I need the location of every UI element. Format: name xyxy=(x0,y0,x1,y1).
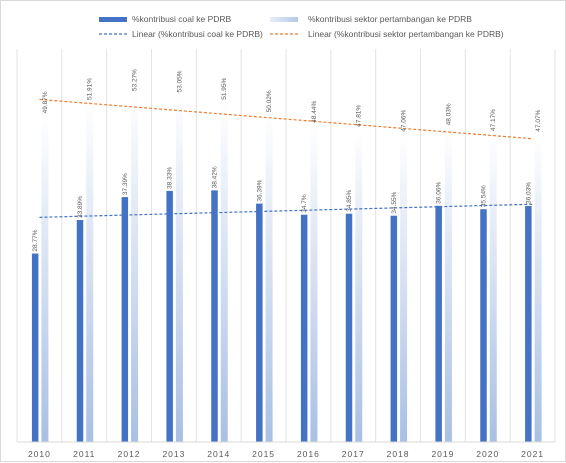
data-label-pertambangan: 48.44% xyxy=(311,100,318,122)
legend: %kontribusi coal ke PDRB %kontribusi sek… xyxy=(99,14,504,39)
legend-label-coal: %kontribusi coal ke PDRB xyxy=(132,14,232,24)
data-labels: 28.77% 49.87% 33.89% 51.91% 37.39% 53.27% 38.3… xyxy=(32,69,542,252)
data-label-coal: 34.85% xyxy=(346,189,353,211)
bar-coal xyxy=(300,214,308,442)
data-label-coal: 37.39% xyxy=(122,173,129,195)
bar-coal xyxy=(166,190,173,442)
data-label-pertambangan: 53.27% xyxy=(132,69,139,91)
x-tick-label: 2010 xyxy=(28,449,51,459)
bar-coal xyxy=(435,205,442,442)
x-tick-label: 2020 xyxy=(476,449,499,459)
data-label-coal: 38.42% xyxy=(212,166,219,188)
bar-pertambangan xyxy=(86,101,94,442)
legend-label-pertambangan: %kontribusi sektor pertambangan ke PDRB xyxy=(308,14,472,24)
data-label-coal: 28.77% xyxy=(32,229,39,251)
x-tick-label: 2011 xyxy=(73,449,95,459)
data-label-coal: 34.7% xyxy=(301,194,308,213)
bar-coal xyxy=(256,203,263,442)
data-label-pertambangan: 47.06% xyxy=(401,109,408,131)
legend-label-trend-pertambangan: Linear (%kontribusi sektor pertambangan … xyxy=(308,29,504,39)
data-label-pertambangan: 48.03% xyxy=(445,103,452,125)
bar-pertambangan xyxy=(175,94,183,443)
data-label-pertambangan: 47.07% xyxy=(535,109,542,131)
gridlines xyxy=(16,49,556,442)
data-label-coal: 38.33% xyxy=(167,167,174,189)
data-label-pertambangan: 49.87% xyxy=(42,91,49,113)
bar-pertambangan xyxy=(265,114,273,442)
bar-pertambangan xyxy=(41,115,49,442)
data-label-pertambangan: 47.17% xyxy=(490,109,497,131)
data-label-pertambangan: 51.95% xyxy=(221,77,228,99)
legend-label-trend-coal: Linear (%kontribusi coal ke PDRB) xyxy=(132,29,263,39)
bar-coal xyxy=(31,253,39,442)
data-label-pertambangan: 51.91% xyxy=(87,78,94,100)
data-label-pertambangan: 47.81% xyxy=(356,105,363,127)
data-label-coal: 34.55% xyxy=(391,191,398,213)
x-tick-label: 2014 xyxy=(207,449,230,459)
x-tick-label: 2019 xyxy=(431,449,454,459)
x-tick-label: 2015 xyxy=(252,449,275,459)
x-tick-label: 2021 xyxy=(521,449,544,459)
bar-pertambangan xyxy=(444,127,452,442)
data-label-coal: 36.39% xyxy=(256,179,263,201)
x-tick-label: 2012 xyxy=(118,449,141,459)
bar-coal xyxy=(211,190,218,442)
bar-pertambangan xyxy=(489,133,497,442)
trendline-coal xyxy=(39,203,533,218)
data-label-coal: 36.03% xyxy=(525,182,532,204)
bar-pertambangan xyxy=(355,128,363,443)
data-label-pertambangan: 53.05% xyxy=(176,70,183,92)
trendlines xyxy=(39,98,533,218)
bar-pertambangan xyxy=(131,93,139,443)
x-axis: 2010 2011 2012 2013 2014 2015 2016 2017 2018 2019… xyxy=(17,441,555,459)
bar-coal xyxy=(480,209,487,442)
bar-coal xyxy=(345,213,353,442)
bar-pertambangan xyxy=(310,124,318,442)
bar-coal xyxy=(121,197,129,442)
legend-swatch-pertambangan xyxy=(270,17,298,22)
data-label-coal: 36.06% xyxy=(436,182,443,204)
x-tick-label: 2016 xyxy=(297,449,320,459)
trendline-pertambangan xyxy=(39,98,533,140)
data-label-pertambangan: 50.02% xyxy=(266,90,273,112)
x-tick-label: 2017 xyxy=(342,449,365,459)
bar-pertambangan xyxy=(220,101,228,442)
bars xyxy=(31,93,542,443)
bar-pertambangan xyxy=(534,133,542,442)
x-tick-label: 2013 xyxy=(162,449,185,459)
data-label-coal: 35.54% xyxy=(481,185,488,207)
bar-coal xyxy=(76,220,84,442)
x-tick-label: 2018 xyxy=(387,449,410,459)
bar-coal xyxy=(390,215,398,442)
bar-pertambangan xyxy=(400,133,408,442)
data-label-coal: 33.89% xyxy=(77,196,84,218)
bar-coal xyxy=(525,206,532,442)
legend-swatch-coal xyxy=(99,17,127,22)
